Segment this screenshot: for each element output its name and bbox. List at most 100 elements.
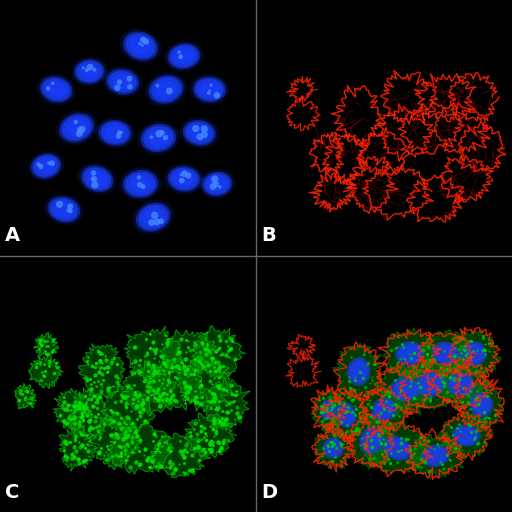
Ellipse shape (396, 342, 424, 366)
Ellipse shape (116, 134, 121, 139)
Polygon shape (417, 330, 474, 378)
Ellipse shape (140, 37, 146, 43)
Ellipse shape (82, 67, 84, 69)
Ellipse shape (189, 125, 209, 141)
Ellipse shape (49, 160, 55, 166)
Ellipse shape (174, 49, 194, 64)
Ellipse shape (137, 175, 141, 180)
Ellipse shape (385, 438, 409, 458)
Ellipse shape (78, 163, 117, 195)
Ellipse shape (163, 135, 168, 140)
Ellipse shape (445, 371, 476, 398)
Ellipse shape (105, 125, 125, 140)
Ellipse shape (80, 64, 99, 79)
Ellipse shape (47, 81, 66, 97)
Ellipse shape (447, 372, 475, 397)
Ellipse shape (362, 430, 381, 452)
Ellipse shape (164, 163, 204, 194)
Ellipse shape (197, 133, 203, 140)
Ellipse shape (54, 202, 74, 217)
Polygon shape (324, 389, 367, 442)
Ellipse shape (130, 37, 151, 55)
Ellipse shape (126, 76, 133, 81)
Ellipse shape (46, 86, 51, 91)
Polygon shape (148, 433, 211, 478)
Text: A: A (5, 226, 20, 245)
Ellipse shape (130, 176, 151, 193)
Ellipse shape (208, 89, 211, 92)
Ellipse shape (201, 125, 208, 133)
Polygon shape (176, 359, 234, 411)
Ellipse shape (202, 172, 232, 196)
Text: B: B (262, 226, 276, 245)
Ellipse shape (398, 344, 421, 364)
Ellipse shape (214, 92, 220, 99)
Ellipse shape (391, 377, 419, 401)
Ellipse shape (56, 201, 63, 208)
Polygon shape (58, 428, 96, 471)
Ellipse shape (420, 444, 451, 468)
Ellipse shape (435, 344, 457, 363)
Ellipse shape (125, 34, 155, 58)
Ellipse shape (156, 130, 163, 138)
Ellipse shape (201, 131, 208, 138)
Ellipse shape (164, 41, 204, 72)
Ellipse shape (28, 151, 64, 181)
Ellipse shape (180, 174, 182, 176)
Ellipse shape (88, 171, 107, 187)
Polygon shape (191, 326, 246, 380)
Ellipse shape (393, 379, 416, 399)
Ellipse shape (85, 68, 89, 72)
Ellipse shape (81, 165, 113, 192)
Ellipse shape (200, 82, 220, 97)
Polygon shape (201, 377, 250, 431)
Ellipse shape (204, 174, 230, 195)
Ellipse shape (83, 167, 111, 190)
Ellipse shape (472, 395, 490, 415)
Ellipse shape (76, 61, 102, 82)
Ellipse shape (178, 54, 183, 59)
Ellipse shape (414, 371, 447, 398)
Ellipse shape (91, 170, 96, 176)
Ellipse shape (141, 124, 176, 152)
Polygon shape (107, 422, 174, 474)
Polygon shape (79, 344, 125, 398)
Ellipse shape (106, 69, 139, 95)
Ellipse shape (358, 425, 385, 456)
Ellipse shape (455, 426, 477, 444)
Ellipse shape (36, 162, 40, 166)
Ellipse shape (150, 135, 153, 139)
Ellipse shape (415, 372, 445, 397)
Ellipse shape (319, 399, 337, 421)
Ellipse shape (322, 402, 335, 418)
Polygon shape (160, 330, 217, 378)
Ellipse shape (451, 423, 481, 447)
Ellipse shape (337, 405, 354, 425)
Ellipse shape (137, 121, 180, 155)
Ellipse shape (51, 81, 55, 85)
Ellipse shape (418, 374, 442, 394)
Ellipse shape (158, 218, 164, 224)
Ellipse shape (179, 56, 182, 59)
Ellipse shape (93, 68, 96, 72)
Ellipse shape (347, 357, 370, 386)
Ellipse shape (185, 122, 214, 144)
Ellipse shape (109, 71, 137, 93)
Ellipse shape (461, 342, 486, 366)
Ellipse shape (66, 119, 87, 137)
Ellipse shape (47, 161, 51, 165)
Ellipse shape (207, 91, 210, 95)
Ellipse shape (31, 154, 61, 179)
Ellipse shape (325, 440, 342, 456)
Ellipse shape (138, 42, 141, 45)
Polygon shape (358, 387, 412, 435)
Ellipse shape (143, 126, 174, 150)
Polygon shape (456, 379, 504, 431)
Polygon shape (376, 365, 434, 416)
Ellipse shape (323, 438, 344, 458)
Ellipse shape (334, 401, 357, 429)
Ellipse shape (123, 170, 158, 198)
Polygon shape (53, 388, 88, 430)
Ellipse shape (208, 177, 226, 191)
Ellipse shape (141, 44, 144, 47)
